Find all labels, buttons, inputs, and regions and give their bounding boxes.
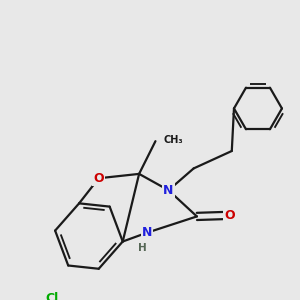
Text: CH₃: CH₃ [164, 134, 183, 145]
Text: H: H [138, 244, 147, 254]
Text: N: N [142, 226, 152, 239]
Text: O: O [224, 209, 235, 222]
Text: N: N [164, 184, 174, 197]
Text: O: O [93, 172, 104, 185]
Text: Cl: Cl [45, 292, 58, 300]
